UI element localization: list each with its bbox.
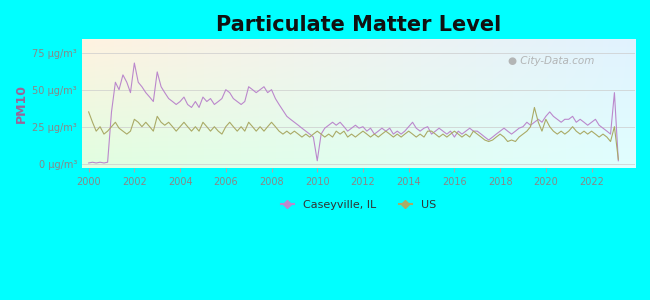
Y-axis label: PM10: PM10 [15,84,28,123]
Legend: Caseyville, IL, US: Caseyville, IL, US [276,195,441,214]
Title: Particulate Matter Level: Particulate Matter Level [216,15,501,35]
Text: ● City-Data.com: ● City-Data.com [508,56,594,66]
